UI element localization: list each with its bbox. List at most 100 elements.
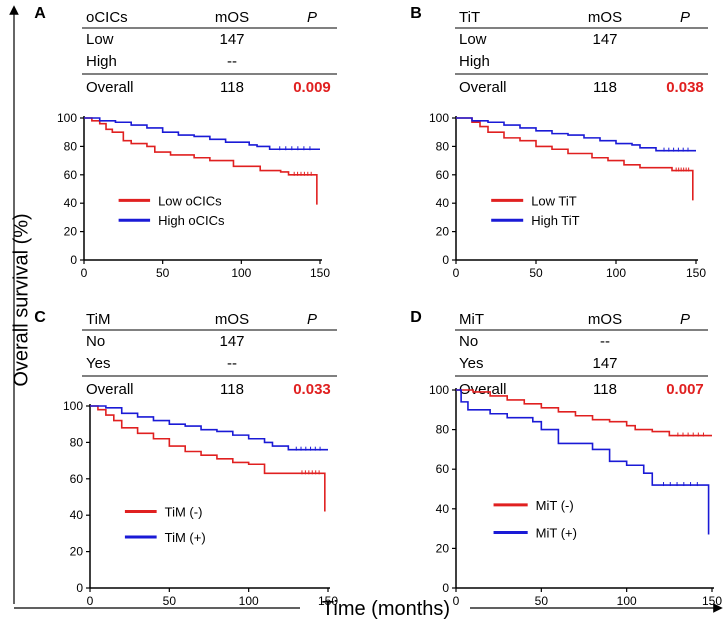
y-tick-label: 0 xyxy=(70,253,77,267)
panel-C: C TiM mOS P No 147 Yes -- Overall 118 0.033 0 20 40 60… xyxy=(34,309,338,608)
y-tick-label: 40 xyxy=(64,196,78,210)
x-axis-title: Time (months) xyxy=(322,598,450,620)
table-row-mos: 147 xyxy=(219,333,244,350)
legend-label: TiM (+) xyxy=(165,530,206,545)
y-tick-label: 80 xyxy=(64,139,78,153)
survival-curve-series2 xyxy=(456,117,696,152)
table-overall-label: Overall xyxy=(86,381,134,398)
survival-curve-series1 xyxy=(456,389,712,437)
table-row-label: No xyxy=(459,333,478,350)
table-header-group: MiT xyxy=(459,311,484,328)
x-tick-label: 150 xyxy=(702,594,722,608)
y-tick-label: 20 xyxy=(70,545,84,559)
x-tick-label: 150 xyxy=(310,266,330,280)
x-tick-label: 0 xyxy=(453,266,460,280)
legend-label: High TiT xyxy=(531,213,579,228)
y-tick-label: 60 xyxy=(436,168,450,182)
table-header-group: TiT xyxy=(459,9,480,26)
y-tick-label: 100 xyxy=(57,111,77,125)
legend-label: MiT (+) xyxy=(536,526,577,541)
y-tick-label: 60 xyxy=(64,168,78,182)
table-row-mos: 147 xyxy=(219,31,244,48)
table-overall-pvalue: 0.009 xyxy=(293,79,331,96)
panel-letter: A xyxy=(34,5,46,22)
y-tick-label: 100 xyxy=(429,383,449,397)
x-tick-label: 100 xyxy=(239,594,259,608)
x-tick-label: 0 xyxy=(87,594,94,608)
table-header-group: TiM xyxy=(86,311,110,328)
table-row-label: High xyxy=(86,53,117,70)
table-overall-pvalue: 0.033 xyxy=(293,381,331,398)
survival-curve-series2 xyxy=(456,389,710,535)
table-header-p: P xyxy=(307,311,317,328)
y-tick-label: 20 xyxy=(64,225,78,239)
y-tick-label: 20 xyxy=(436,225,450,239)
y-tick-label: 60 xyxy=(436,462,450,476)
y-tick-label: 20 xyxy=(436,541,450,555)
y-tick-label: 0 xyxy=(442,581,449,595)
survival-curve-series1 xyxy=(456,117,694,201)
legend-label: High oCICs xyxy=(158,213,225,228)
table-row-mos: -- xyxy=(600,333,610,350)
table-header-p: P xyxy=(680,311,690,328)
panel-D: D MiT mOS P No -- Yes 147 Overall 118 0.007 0 20 40 60… xyxy=(410,309,722,608)
table-overall-mos: 118 xyxy=(593,381,617,398)
table-row-mos: 147 xyxy=(592,355,617,372)
table-header-group: oCICs xyxy=(86,9,128,26)
y-tick-label: 100 xyxy=(63,399,83,413)
table-overall-mos: 118 xyxy=(220,79,244,96)
survival-curve-series1 xyxy=(90,405,326,512)
x-tick-label: 150 xyxy=(686,266,706,280)
x-tick-label: 100 xyxy=(231,266,251,280)
survival-curve-series2 xyxy=(90,405,328,451)
panel-letter: D xyxy=(410,309,422,326)
panel-letter: B xyxy=(410,5,422,22)
legend-label: MiT (-) xyxy=(536,498,574,513)
legend-label: Low TiT xyxy=(531,193,577,208)
y-tick-label: 80 xyxy=(70,435,84,449)
table-row-label: Low xyxy=(86,31,114,48)
survival-curve-series1 xyxy=(84,117,318,205)
table-header-mos: mOS xyxy=(215,311,249,328)
x-tick-label: 0 xyxy=(453,594,460,608)
y-axis-title: Overall survival (%) xyxy=(10,213,32,386)
table-overall-label: Overall xyxy=(86,79,134,96)
y-tick-label: 0 xyxy=(442,253,449,267)
table-row-label: No xyxy=(86,333,105,350)
table-header-mos: mOS xyxy=(588,9,622,26)
legend-label: Low oCICs xyxy=(158,193,222,208)
table-overall-pvalue: 0.038 xyxy=(666,79,704,96)
table-overall-label: Overall xyxy=(459,79,507,96)
y-tick-label: 0 xyxy=(76,581,83,595)
table-row-mos: -- xyxy=(227,355,237,372)
table-row-label: High xyxy=(459,53,490,70)
y-tick-label: 40 xyxy=(436,502,450,516)
x-tick-label: 100 xyxy=(617,594,637,608)
table-header-p: P xyxy=(307,9,317,26)
x-tick-label: 50 xyxy=(163,594,177,608)
table-overall-pvalue: 0.007 xyxy=(666,381,704,398)
table-header-mos: mOS xyxy=(215,9,249,26)
table-overall-mos: 118 xyxy=(593,79,617,96)
table-row-label: Yes xyxy=(86,355,110,372)
y-tick-label: 80 xyxy=(436,423,450,437)
table-header-p: P xyxy=(680,9,690,26)
y-tick-label: 80 xyxy=(436,139,450,153)
panel-letter: C xyxy=(34,309,46,326)
panel-B: B TiT mOS P Low 147 High Overall 118 0.038 0 20 40 60… xyxy=(410,5,708,280)
table-row-mos: 147 xyxy=(592,31,617,48)
survival-curve-series2 xyxy=(84,117,320,151)
y-tick-label: 40 xyxy=(436,196,450,210)
x-tick-label: 150 xyxy=(318,594,338,608)
x-tick-label: 50 xyxy=(535,594,549,608)
table-row-label: Yes xyxy=(459,355,483,372)
table-overall-mos: 118 xyxy=(220,381,244,398)
y-tick-label: 60 xyxy=(70,472,84,486)
legend-label: TiM (-) xyxy=(165,505,203,520)
x-tick-label: 0 xyxy=(81,266,88,280)
x-tick-label: 100 xyxy=(606,266,626,280)
x-tick-label: 50 xyxy=(156,266,170,280)
table-overall-label: Overall xyxy=(459,381,507,398)
table-row-mos: -- xyxy=(227,53,237,70)
